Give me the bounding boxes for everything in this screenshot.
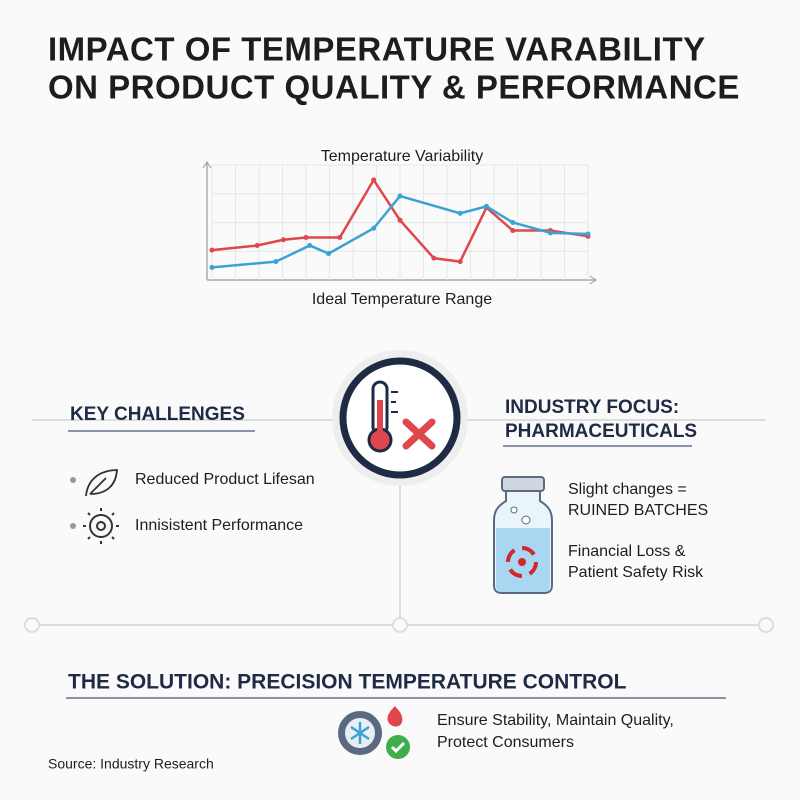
thermometer-icon bbox=[332, 350, 468, 486]
challenge-item: Reduced Product Lifesan bbox=[135, 471, 315, 488]
point bbox=[326, 251, 332, 257]
title-line: ON PRODUCT QUALITY & PERFORMANCE bbox=[48, 69, 740, 106]
title-line: IMPACT OF TEMPERATURE VARABILITY bbox=[48, 31, 706, 68]
solution-line: Ensure Stability, Maintain Quality, bbox=[437, 712, 674, 729]
line-chart: Temperature Variability Ideal Temperatur… bbox=[202, 148, 597, 308]
vial-icon bbox=[493, 476, 553, 594]
axis-arrow bbox=[589, 275, 597, 285]
gear-icon bbox=[83, 508, 119, 544]
point bbox=[273, 259, 279, 265]
point bbox=[307, 243, 313, 248]
leaf-icon bbox=[85, 469, 118, 497]
bullet bbox=[70, 477, 76, 483]
point bbox=[457, 259, 463, 265]
focus-note: Slight changes = bbox=[568, 481, 687, 498]
control-icon bbox=[338, 706, 410, 759]
focus-note: Financial Loss & bbox=[568, 543, 686, 560]
node bbox=[24, 617, 40, 633]
point bbox=[209, 247, 215, 253]
point bbox=[510, 228, 516, 234]
point bbox=[280, 237, 286, 243]
point bbox=[371, 177, 377, 183]
focus-note: RUINED BATCHES bbox=[568, 502, 708, 519]
section-heading: INDUSTRY FOCUS: bbox=[505, 397, 679, 418]
solution-line: Protect Consumers bbox=[437, 734, 574, 751]
x-axis-label: Ideal Temperature Range bbox=[312, 291, 492, 308]
point bbox=[209, 264, 215, 270]
node bbox=[392, 617, 408, 633]
node bbox=[758, 617, 774, 633]
focus-note: Patient Safety Risk bbox=[568, 564, 704, 581]
point bbox=[547, 230, 553, 236]
axis-arrow bbox=[202, 161, 212, 169]
chart-title: Temperature Variability bbox=[321, 148, 483, 165]
section-heading: KEY CHALLENGES bbox=[70, 404, 245, 425]
section-heading: THE SOLUTION: PRECISION TEMPERATURE CONT… bbox=[68, 671, 627, 694]
challenge-item: Innisistent Performance bbox=[135, 517, 303, 534]
point bbox=[337, 234, 343, 240]
section-heading: PHARMACEUTICALS bbox=[505, 421, 697, 442]
point bbox=[254, 243, 260, 248]
point bbox=[397, 217, 403, 223]
point bbox=[431, 255, 437, 261]
point bbox=[371, 225, 377, 231]
source: Source: Industry Research bbox=[48, 756, 214, 772]
point bbox=[303, 234, 309, 240]
bullet bbox=[70, 523, 76, 529]
point bbox=[510, 220, 516, 225]
point bbox=[397, 193, 403, 199]
point bbox=[483, 203, 489, 209]
point bbox=[585, 231, 591, 237]
point bbox=[457, 210, 463, 216]
